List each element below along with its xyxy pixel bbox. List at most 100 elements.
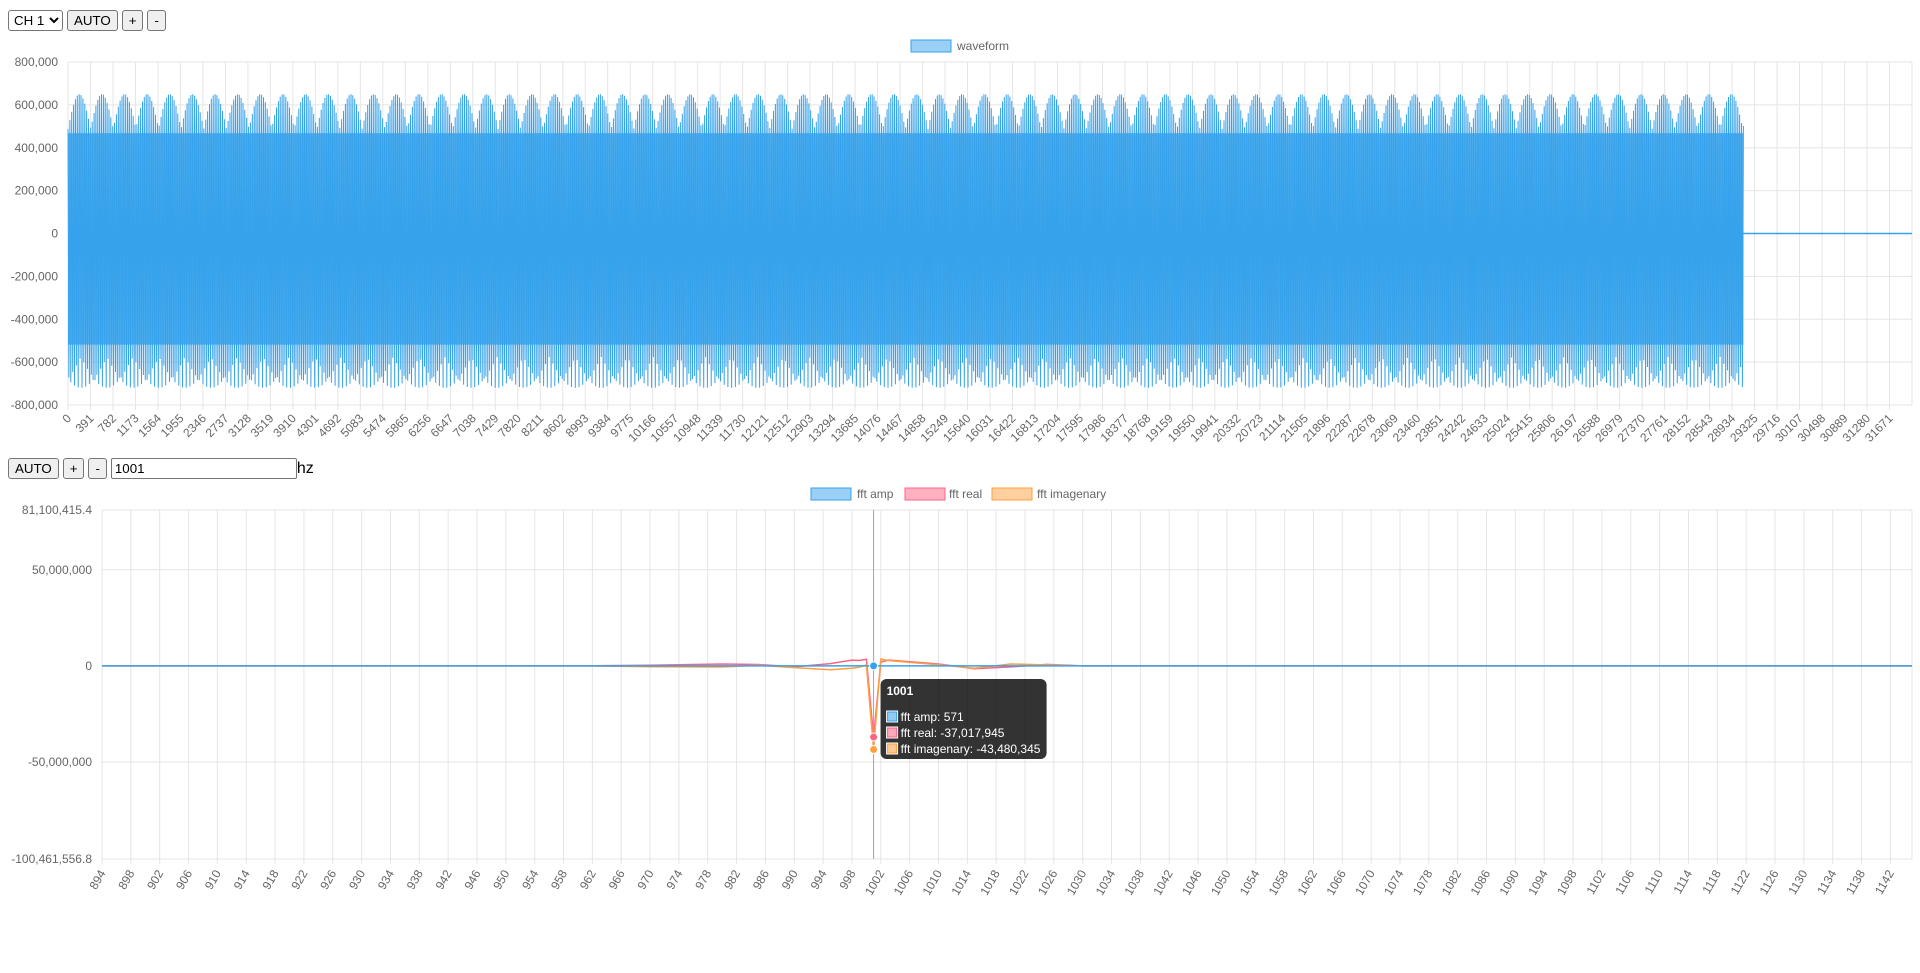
channel-select[interactable]: CH 1	[8, 10, 63, 31]
tooltip-title: 1001	[887, 684, 914, 698]
x-tick-label: 8211	[518, 411, 546, 439]
x-tick-label: 6647	[428, 411, 457, 440]
x-tick-label: 946	[461, 867, 483, 892]
x-tick-label: 7820	[495, 411, 524, 440]
x-tick-label: 1038	[1122, 867, 1148, 897]
x-tick-label: 926	[317, 867, 339, 892]
x-tick-label: 910	[202, 867, 224, 892]
x-tick-label: 898	[115, 867, 137, 892]
fft-chart: fft amp fft real fft imagenary 81,100,415.4…	[11, 487, 1913, 898]
x-tick-label: 894	[86, 867, 108, 892]
y-tick-label: 0	[85, 659, 92, 673]
x-tick-label: 1058	[1266, 867, 1292, 897]
x-tick-label: 1082	[1439, 867, 1465, 897]
x-tick-label: 3519	[248, 411, 277, 440]
tooltip-box	[880, 679, 1047, 759]
x-tick-label: 1018	[977, 867, 1003, 897]
frequency-unit-label: hz	[296, 459, 314, 477]
fft-zoom-out-button[interactable]: -	[88, 458, 107, 479]
hover-point-imag	[869, 744, 879, 754]
y-tick-label: -800,000	[11, 398, 59, 412]
x-tick-label: 1102	[1583, 867, 1608, 897]
frequency-input[interactable]	[110, 458, 297, 479]
x-tick-label: 906	[173, 867, 195, 892]
chart-tooltip: 1001 fft amp: 571 fft real: -37,017,945 fft…	[880, 679, 1047, 759]
x-tick-label: 1090	[1497, 867, 1523, 897]
x-tick-label: 1134	[1814, 867, 1839, 897]
x-tick-label: 970	[635, 867, 657, 892]
fft-controls: AUTO + - hz	[8, 458, 314, 479]
x-tick-label: 1062	[1295, 867, 1321, 897]
x-tick-label: 1034	[1093, 867, 1119, 897]
fft-auto-button[interactable]: AUTO	[8, 458, 59, 479]
tooltip-line: fft imagenary: -43,480,345	[901, 742, 1041, 756]
legend-label-waveform: waveform	[956, 39, 1009, 53]
legend-swatch-fft-real	[904, 487, 946, 501]
y-tick-label: -200,000	[11, 269, 59, 283]
x-tick-label: 1050	[1208, 867, 1234, 897]
x-tick-label: 2737	[203, 411, 232, 440]
x-tick-label: 3910	[270, 411, 299, 440]
x-tick-label: 1010	[920, 867, 946, 897]
x-tick-label: 7429	[473, 411, 502, 440]
legend-swatch-fft-amp	[810, 487, 852, 501]
legend-swatch-waveform	[910, 39, 952, 53]
x-tick-label: 1114	[1670, 867, 1695, 896]
x-tick-label: 918	[260, 867, 282, 892]
x-tick-label: 5865	[383, 411, 412, 440]
x-tick-label: 1042	[1150, 867, 1176, 897]
y-tick-label: 81,100,415.4	[22, 503, 92, 517]
y-tick-label: -400,000	[11, 312, 59, 326]
x-tick-label: 7038	[450, 411, 479, 440]
waveform-zoom-in-button[interactable]: +	[121, 10, 144, 31]
x-tick-label: 1173	[113, 411, 141, 439]
y-tick-label: 600,000	[15, 98, 59, 112]
tooltip-swatch	[887, 743, 898, 754]
legend-label-fft-imagenary: fft imagenary	[1037, 487, 1106, 501]
y-tick-label: 50,000,000	[32, 563, 92, 577]
waveform-auto-button[interactable]: AUTO	[67, 10, 118, 31]
x-tick-label: 1066	[1323, 867, 1349, 897]
hover-point-amp	[869, 661, 879, 671]
x-tick-label: 1086	[1468, 867, 1494, 897]
x-tick-label: 922	[288, 867, 310, 892]
x-tick-label: 930	[346, 867, 368, 892]
x-tick-label: 1098	[1554, 867, 1580, 897]
x-tick-label: 1030	[1064, 867, 1090, 897]
x-tick-label: 958	[548, 867, 570, 892]
x-tick-label: 1074	[1381, 867, 1407, 897]
x-tick-label: 1142	[1872, 867, 1897, 897]
y-tick-label: -100,461,556.8	[11, 852, 92, 866]
x-tick-label: 1070	[1352, 867, 1378, 897]
waveform-dense-body	[68, 133, 1744, 345]
waveform-chart: waveform 800,000 600,000 400,000 200,000 0 -20…	[11, 39, 1913, 445]
x-tick-label: 902	[144, 867, 166, 892]
x-tick-label: 998	[836, 867, 858, 892]
x-tick-label: 914	[231, 867, 253, 892]
fft-zoom-in-button[interactable]: +	[62, 458, 85, 479]
x-tick-label: 1022	[1006, 867, 1032, 897]
x-tick-label: 1110	[1642, 867, 1667, 896]
x-tick-label: 994	[808, 867, 830, 892]
x-tick-label: 1564	[135, 411, 164, 440]
x-tick-label: 6256	[405, 411, 434, 440]
y-tick-label: -50,000,000	[28, 755, 92, 769]
x-tick-label: 974	[663, 867, 685, 892]
y-tick-label: 0	[51, 227, 58, 241]
x-tick-label: 950	[490, 867, 512, 892]
x-tick-label: 990	[779, 867, 801, 892]
x-tick-label: 1006	[891, 867, 917, 897]
y-tick-label: 800,000	[15, 55, 59, 69]
x-tick-label: 1078	[1410, 867, 1436, 897]
y-tick-label: 200,000	[15, 184, 59, 198]
tooltip-line: fft real: -37,017,945	[901, 726, 1005, 740]
x-tick-label: 1126	[1757, 867, 1782, 897]
y-tick-label: 400,000	[15, 141, 59, 155]
x-tick-label: 962	[577, 867, 599, 892]
x-tick-label: 3128	[225, 411, 254, 440]
x-tick-label: 8602	[540, 411, 569, 440]
legend-swatch-fft-imagenary	[991, 487, 1033, 501]
waveform-zoom-out-button[interactable]: -	[147, 10, 166, 31]
x-tick-label: 391	[73, 411, 97, 435]
x-tick-label: 1046	[1179, 867, 1205, 897]
